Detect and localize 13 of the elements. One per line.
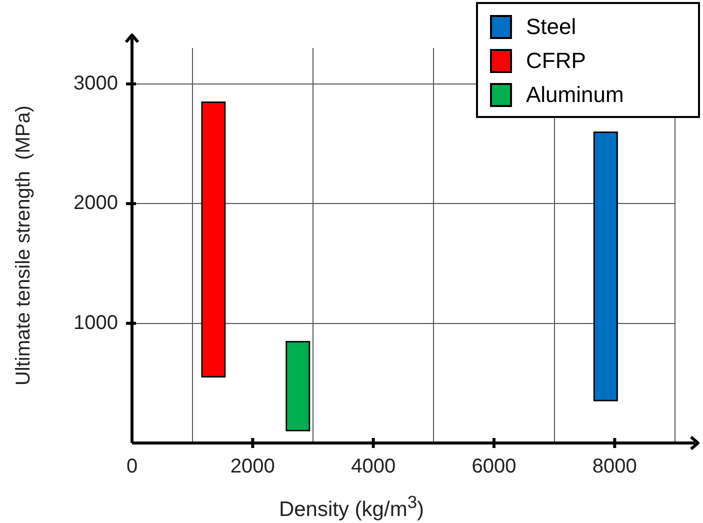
x-tick-label: 8000 — [592, 456, 637, 478]
legend-label: Steel — [526, 14, 576, 40]
y-tick-label: 2000 — [74, 192, 118, 214]
x-axis-title: Density (kg/m$^{3}$) — [278, 492, 426, 522]
y-tick-label: 3000 — [74, 72, 118, 94]
x-tick-label: 6000 — [472, 456, 516, 478]
legend-label: CFRP — [526, 48, 586, 74]
legend-label: Aluminum — [526, 82, 624, 108]
y-tick-label: 1000 — [74, 312, 118, 334]
x-tick-label: 2000 — [230, 456, 275, 478]
x-tick-label: 4000 — [351, 456, 396, 478]
y-axis-title: Ultimate tensile strength (MPa) — [12, 105, 35, 386]
x-tick-label: 0 — [126, 456, 138, 478]
